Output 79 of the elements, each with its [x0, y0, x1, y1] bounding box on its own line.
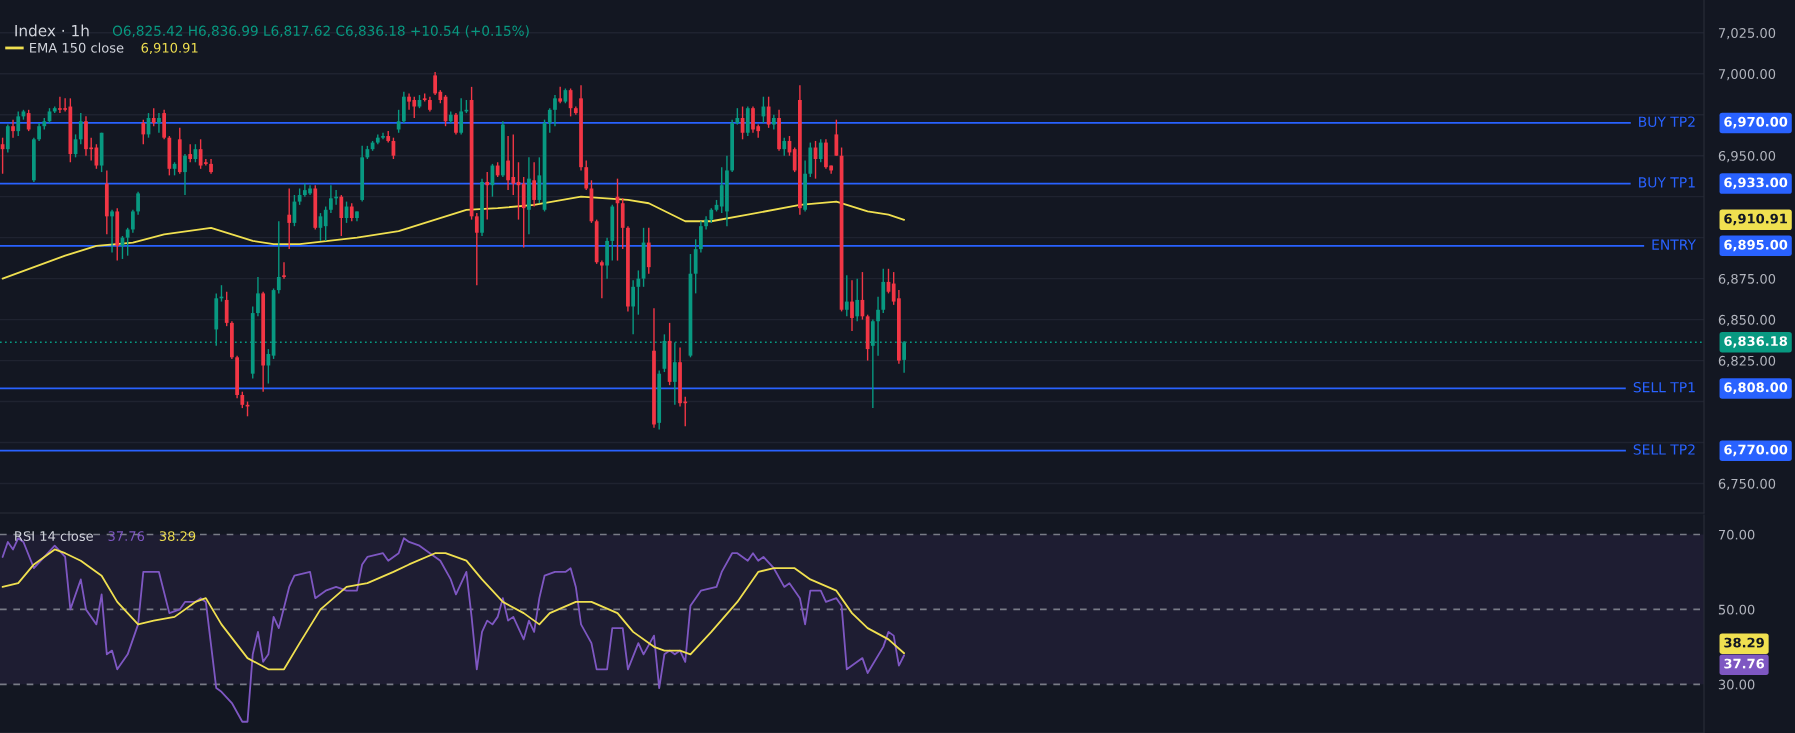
y-tick-label: 50.00: [1718, 604, 1755, 615]
line-series: [1, 548, 906, 671]
y-tick-label: 6,875.00: [1718, 273, 1776, 286]
y-tick-label: 30.00: [1718, 679, 1755, 690]
text: 6,770.00: [1724, 444, 1788, 457]
candlestick: [329, 184, 333, 214]
text: 6,933.00: [1724, 177, 1788, 190]
candlestick: [339, 194, 344, 237]
candlestick: [459, 97, 464, 136]
annotation: 38.29: [159, 531, 196, 542]
candlestick: [850, 279, 854, 332]
candlestick: [256, 276, 260, 318]
text: RSI 14 close: [15, 530, 93, 542]
candlestick: [600, 259, 604, 299]
y-tick-label: 6,750.00: [1718, 478, 1776, 490]
text: 6,970.00: [1724, 116, 1788, 129]
text: 6,910.91: [1724, 213, 1787, 226]
y-tick-label: 6,950.00: [1718, 150, 1776, 163]
candlestick: [323, 205, 328, 242]
candlestick: [818, 138, 823, 163]
candlestick: [110, 209, 114, 254]
ref-line-label: SELL TP1: [1633, 381, 1695, 393]
y-tick-label: 6,825.00: [1718, 355, 1776, 368]
y-tick-label: 70.00: [1718, 529, 1755, 540]
candlestick: [636, 269, 641, 316]
text: 37.76: [1724, 658, 1765, 669]
candlestick: [699, 220, 703, 254]
candlestick: [266, 348, 271, 385]
annotation: 6,910.91: [141, 42, 198, 55]
annotation: 37.76: [108, 531, 145, 542]
y-tick-label: 6,850.00: [1718, 314, 1776, 327]
candlestick: [203, 158, 208, 167]
candlestick: [485, 171, 490, 221]
candlestick: [558, 86, 563, 104]
candlestick: [151, 107, 156, 127]
candlestick: [131, 209, 135, 234]
candlestick: [78, 112, 83, 145]
candlestick: [224, 291, 229, 327]
candlestick: [11, 118, 15, 139]
candlestick: [276, 220, 281, 295]
text: 6,895.00: [1724, 239, 1788, 252]
candlestick: [396, 109, 401, 134]
candlestick: [141, 118, 146, 145]
candlestick: [26, 109, 31, 132]
candlestick: [183, 153, 187, 196]
text: Index · 1h: [15, 24, 89, 37]
candlestick: [584, 159, 589, 191]
candlestick: [125, 227, 130, 257]
candlestick: [834, 118, 839, 157]
candlestick: [136, 191, 140, 216]
candlestick: [157, 112, 161, 134]
candlestick: [553, 94, 557, 127]
ref-line-label: SELL TP2: [1633, 444, 1695, 455]
y-tick-label: 7,025.00: [1718, 28, 1776, 40]
y-tick-label: 7,000.00: [1718, 69, 1776, 81]
candlestick: [16, 110, 21, 137]
candlestick: [547, 107, 552, 134]
legend-label: EMA 150 close: [30, 42, 124, 53]
candlestick: [474, 212, 479, 286]
candlestick: [5, 123, 10, 154]
ref-line-label: BUY TP2: [1639, 116, 1695, 127]
candlestick: [855, 277, 860, 322]
candlestick: [282, 261, 286, 280]
text: 38.29: [1724, 637, 1764, 648]
ref-line-label: BUY TP1: [1639, 177, 1695, 188]
candlestick: [532, 161, 536, 208]
text: 6,836.18: [1724, 336, 1788, 348]
candlestick: [37, 122, 41, 142]
text: O6,825.42 H6,836.99 L6,817.62 C6,836.18 +10.54 (+0.15%): [112, 25, 529, 38]
candlestick: [287, 187, 292, 250]
candlestick: [844, 274, 849, 318]
candlestick: [782, 136, 787, 157]
candlestick: [454, 112, 458, 136]
line-series: [1, 195, 906, 280]
candlestick: [631, 279, 636, 336]
candlestick: [349, 202, 354, 222]
candlestick: [188, 143, 193, 163]
ref-line-label: ENTRY: [1652, 239, 1697, 250]
text: 6,808.00: [1724, 382, 1788, 394]
